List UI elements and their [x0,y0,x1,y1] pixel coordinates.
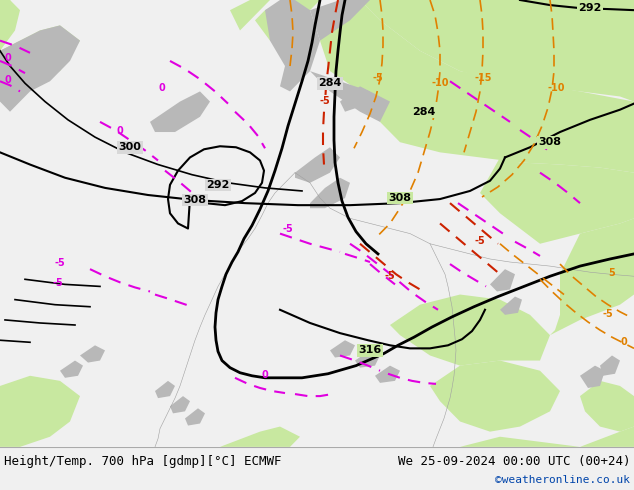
Text: We 25-09-2024 00:00 UTC (00+24): We 25-09-2024 00:00 UTC (00+24) [398,455,630,468]
Text: 0: 0 [4,53,11,63]
Text: -5: -5 [55,258,65,268]
Text: -5: -5 [283,223,294,234]
Text: -10: -10 [431,78,449,88]
Text: 0: 0 [158,83,165,94]
Polygon shape [0,25,80,112]
Text: -5: -5 [373,73,384,83]
Polygon shape [480,157,634,244]
Polygon shape [155,381,175,398]
Polygon shape [60,361,83,378]
Polygon shape [30,25,80,81]
Text: 0: 0 [117,126,124,136]
Text: -5: -5 [53,278,63,289]
Polygon shape [150,92,210,132]
Polygon shape [310,0,370,41]
Polygon shape [220,427,300,447]
Text: 5: 5 [609,268,616,278]
Polygon shape [185,408,205,425]
Polygon shape [500,296,522,315]
Text: -5: -5 [603,309,613,319]
Polygon shape [255,0,320,41]
Polygon shape [0,376,80,447]
Text: -5: -5 [320,96,330,105]
Text: 308: 308 [389,193,411,203]
Polygon shape [310,71,390,122]
Polygon shape [170,396,190,414]
Text: 292: 292 [206,180,230,190]
Polygon shape [460,437,580,447]
Polygon shape [230,0,270,30]
Text: -15: -15 [474,73,492,83]
Polygon shape [430,361,560,432]
Polygon shape [0,0,15,20]
Polygon shape [580,366,605,388]
Polygon shape [490,269,515,292]
Polygon shape [580,381,634,432]
Text: 292: 292 [578,3,602,13]
Text: 284: 284 [318,78,342,88]
Text: Height/Temp. 700 hPa [gdmp][°C] ECMWF: Height/Temp. 700 hPa [gdmp][°C] ECMWF [4,455,281,468]
Polygon shape [355,350,380,368]
Polygon shape [390,294,550,366]
Text: 308: 308 [538,137,562,147]
Polygon shape [0,0,20,51]
Polygon shape [0,30,50,101]
Text: 0: 0 [262,370,268,380]
Polygon shape [580,427,634,447]
Text: -5: -5 [385,271,396,281]
Polygon shape [600,355,620,376]
Polygon shape [320,0,634,172]
Text: -10: -10 [547,83,565,94]
Polygon shape [265,0,320,92]
Polygon shape [330,340,355,358]
Text: 308: 308 [183,195,207,205]
Polygon shape [375,366,400,383]
Text: 300: 300 [119,142,141,152]
Text: 284: 284 [412,107,436,117]
Text: ©weatheronline.co.uk: ©weatheronline.co.uk [495,475,630,485]
Polygon shape [360,0,634,101]
Text: -5: -5 [475,236,486,246]
Polygon shape [550,219,634,335]
Text: 0: 0 [4,75,11,85]
Polygon shape [295,147,340,183]
Text: 0: 0 [621,337,628,347]
Polygon shape [80,345,105,363]
Polygon shape [310,178,350,208]
Text: 316: 316 [358,345,382,355]
Polygon shape [340,86,370,112]
